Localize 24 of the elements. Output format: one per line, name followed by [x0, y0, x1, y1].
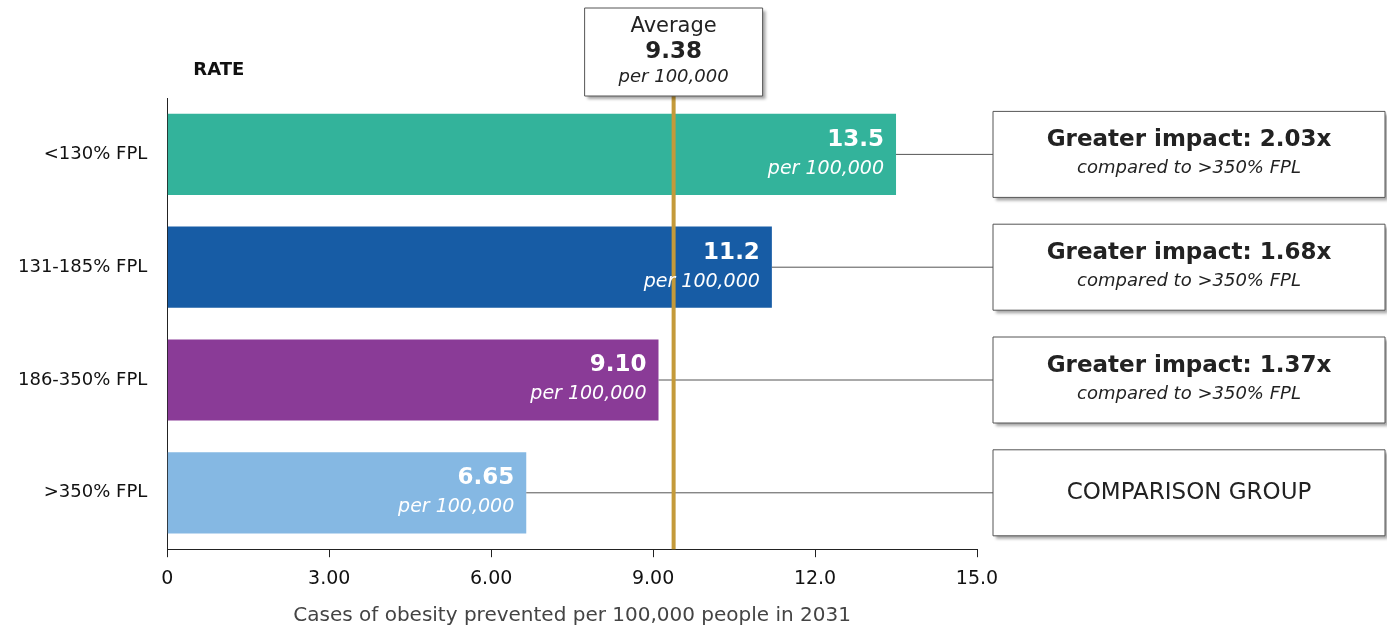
data-label: 9.10 per 100,000 [529, 350, 647, 404]
text: Greater impact: 1.37x compared to >350% FPL [1046, 350, 1332, 403]
x-tick-label: 3.00 [308, 565, 351, 588]
data-label: 13.5 per 100,000 [766, 124, 885, 178]
x-tick-label: 9.00 [631, 565, 675, 588]
x-tick-label: 12.0 [793, 565, 837, 588]
y-tick-label: 186-350% FPL [17, 367, 148, 389]
y-tick-label: >350% FPL [43, 480, 148, 502]
text: Greater impact: 2.03x compared to >350% FPL [1046, 125, 1332, 178]
x-axis-title: Cases of obesity prevented per 100,000 people in 2031 [293, 602, 851, 627]
y-tick-label: <130% FPL [43, 142, 148, 164]
bar [167, 226, 772, 308]
text: COMPARISON GROUP [1066, 477, 1312, 504]
x-tick-label: 0 [161, 565, 174, 588]
x-tick-label: 15.0 [955, 565, 999, 588]
text: Greater impact: 1.68x compared to >350% FPL [1046, 238, 1332, 290]
bar [167, 339, 659, 421]
y-tick-label: 131-185% FPL [17, 254, 148, 276]
x-tick-label: 6.00 [470, 565, 513, 588]
y-axis-title: RATE [193, 57, 245, 79]
data-label: 6.65 per 100,000 [397, 463, 515, 517]
bar [167, 113, 897, 196]
ref-line-label: Average 9.38 per 100,000 [617, 13, 729, 86]
bar [167, 452, 527, 534]
